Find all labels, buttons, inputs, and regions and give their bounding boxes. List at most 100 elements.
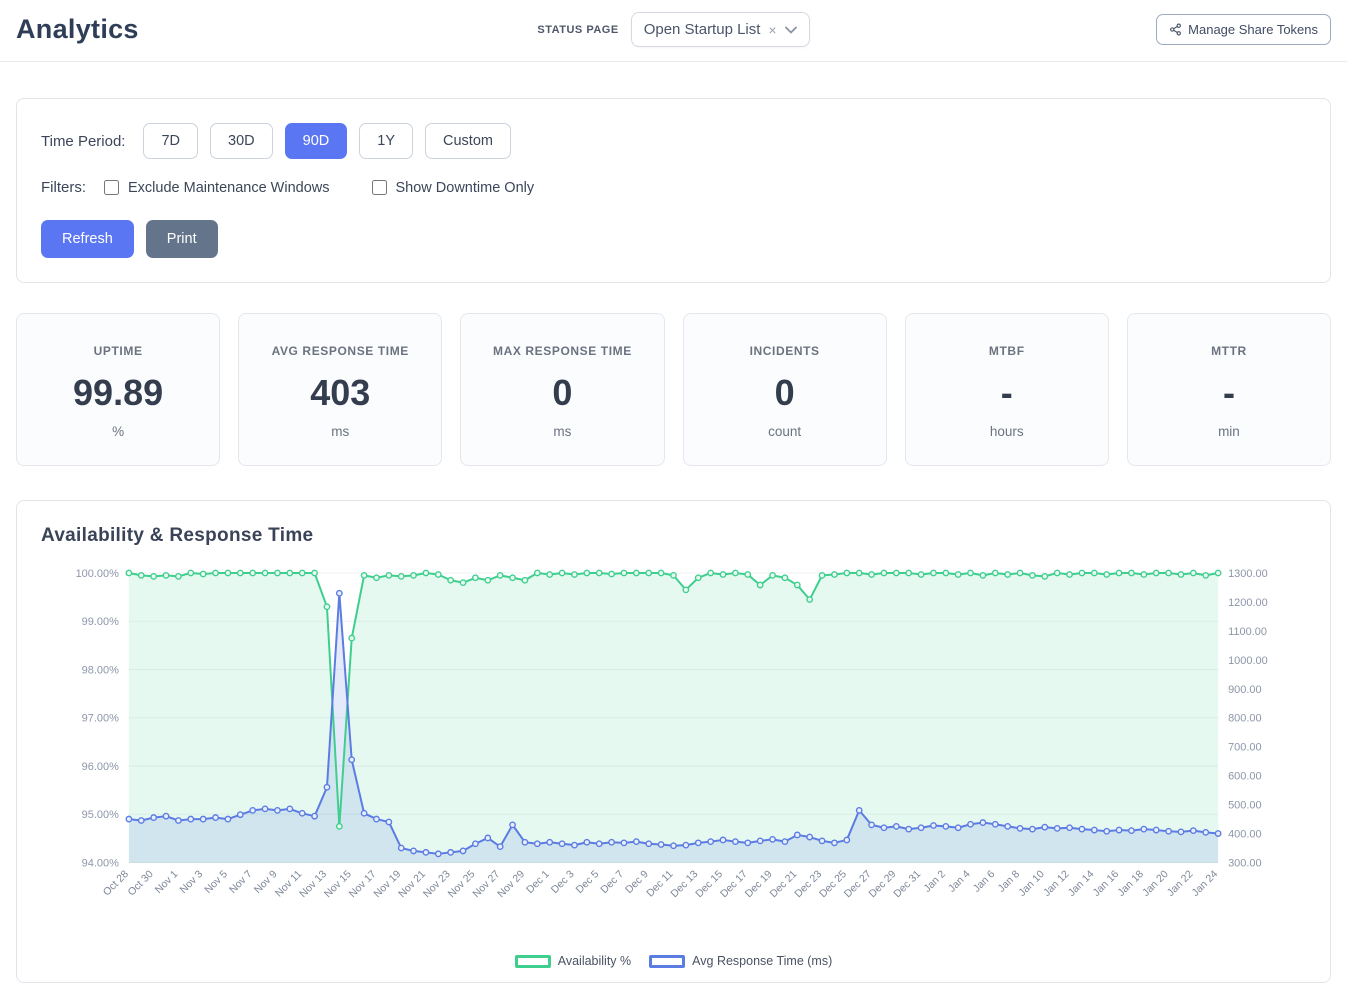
svg-text:100.00%: 100.00% — [76, 568, 120, 580]
stat-card-max-response-time: MAX RESPONSE TIME 0 ms — [460, 313, 665, 466]
period-button-30d[interactable]: 30D — [210, 123, 273, 159]
chart-panel: Availability & Response Time 94.00% 95.00… — [16, 500, 1331, 984]
stat-label: UPTIME — [93, 344, 143, 358]
svg-text:Nov 7: Nov 7 — [228, 869, 255, 896]
svg-text:Jan 4: Jan 4 — [947, 869, 973, 895]
legend-label: Avg Response Time (ms) — [692, 954, 833, 969]
header: Analytics STATUS PAGE Open Startup List … — [0, 0, 1347, 62]
stat-value: - — [1000, 372, 1013, 413]
svg-text:Dec 7: Dec 7 — [599, 869, 626, 896]
svg-text:Oct 28: Oct 28 — [101, 869, 131, 899]
stat-unit: hours — [989, 424, 1024, 439]
svg-text:Dec 31: Dec 31 — [892, 869, 923, 900]
stat-card-uptime: UPTIME 99.89% — [16, 313, 221, 466]
svg-text:1000.00: 1000.00 — [1228, 655, 1268, 667]
svg-text:Jan 20: Jan 20 — [1141, 869, 1171, 899]
stat-label: AVG RESPONSE TIME — [271, 344, 409, 358]
chevron-down-icon — [784, 26, 797, 34]
stat-value: - — [1222, 372, 1235, 413]
print-button[interactable]: Print — [145, 220, 218, 258]
svg-text:500.00: 500.00 — [1228, 800, 1262, 812]
svg-text:Nov 5: Nov 5 — [203, 869, 230, 896]
clear-selection-icon[interactable]: × — [768, 21, 777, 38]
svg-text:Oct 30: Oct 30 — [126, 869, 156, 899]
filter-label: Show Downtime Only — [395, 179, 535, 196]
svg-text:Jan 22: Jan 22 — [1165, 869, 1195, 899]
svg-text:99.00%: 99.00% — [82, 616, 119, 628]
period-button-custom[interactable]: Custom — [425, 123, 511, 159]
svg-text:Dec 1: Dec 1 — [525, 869, 552, 896]
svg-text:800.00: 800.00 — [1228, 713, 1262, 725]
stat-card-avg-response-time: AVG RESPONSE TIME 403 ms — [238, 313, 443, 466]
stat-unit: ms — [331, 424, 350, 439]
stat-unit: % — [112, 424, 125, 439]
stat-value: 403 — [310, 372, 371, 413]
stat-value: 0 — [774, 372, 795, 413]
page-title: Analytics — [16, 14, 139, 44]
svg-text:Jan 2: Jan 2 — [922, 869, 948, 895]
controls-panel: Time Period: 7D 30D 90D 1Y Custom Filters: E… — [16, 98, 1331, 283]
legend-swatch — [514, 954, 551, 968]
svg-text:97.00%: 97.00% — [82, 713, 119, 725]
legend-item: Avg Response Time (ms) — [649, 954, 832, 968]
svg-text:98.00%: 98.00% — [82, 664, 119, 676]
filter-checkbox[interactable] — [104, 180, 119, 195]
stat-label: MTBF — [988, 344, 1025, 358]
stats-row: UPTIME 99.89% AVG RESPONSE TIME 403 ms MAX RE… — [16, 313, 1332, 466]
svg-text:Jan 10: Jan 10 — [1017, 869, 1047, 899]
stat-label: MAX RESPONSE TIME — [492, 344, 632, 358]
filters-label: Filters: — [41, 179, 86, 196]
stat-unit: ms — [553, 424, 572, 439]
svg-text:94.00%: 94.00% — [82, 857, 119, 869]
manage-share-tokens-label: Manage Share Tokens — [1188, 22, 1319, 37]
svg-text:Jan 24: Jan 24 — [1190, 869, 1220, 899]
filter-label: Exclude Maintenance Windows — [128, 179, 330, 196]
chart-title: Availability & Response Time — [41, 525, 314, 546]
filter-item[interactable]: Show Downtime Only — [371, 179, 535, 196]
svg-text:Jan 18: Jan 18 — [1116, 869, 1146, 899]
stat-value: 99.89 — [73, 372, 164, 413]
svg-text:Jan 14: Jan 14 — [1066, 869, 1096, 899]
period-button-90d[interactable]: 90D — [284, 123, 348, 159]
period-button-1y[interactable]: 1Y — [359, 123, 413, 159]
stat-card-mttr: MTTR - min — [1126, 313, 1332, 466]
svg-text:700.00: 700.00 — [1228, 742, 1262, 754]
svg-text:1300.00: 1300.00 — [1228, 568, 1268, 580]
legend-item: Availability % — [514, 954, 632, 969]
svg-text:1100.00: 1100.00 — [1228, 626, 1267, 638]
svg-text:Dec 5: Dec 5 — [574, 869, 601, 896]
status-page-selected-value: Open Startup List — [643, 21, 761, 38]
svg-text:1200.00: 1200.00 — [1228, 597, 1268, 609]
time-period-label: Time Period: — [41, 132, 126, 150]
stat-label: MTTR — [1211, 344, 1247, 358]
stat-value: 0 — [552, 372, 573, 413]
refresh-button[interactable]: Refresh — [41, 220, 134, 258]
svg-text:400.00: 400.00 — [1228, 829, 1262, 841]
stat-label: INCIDENTS — [749, 344, 820, 358]
svg-text:Nov 3: Nov 3 — [178, 869, 205, 896]
status-page-select[interactable]: Open Startup List × — [630, 12, 810, 47]
status-page-label: STATUS PAGE — [537, 23, 619, 36]
chart-legend: Availability % Avg Response Time (ms) — [41, 954, 1306, 968]
availability-response-chart: 94.00% 95.00% 96.00% 97.00% 98.00% 99.00% 100.… — [76, 568, 1268, 900]
stat-unit: count — [768, 424, 802, 439]
svg-text:Jan 6: Jan 6 — [972, 869, 998, 895]
share-icon — [1170, 23, 1182, 36]
svg-text:Nov 29: Nov 29 — [496, 869, 527, 900]
filter-item[interactable]: Exclude Maintenance Windows — [104, 180, 330, 196]
svg-text:96.00%: 96.00% — [82, 761, 119, 773]
svg-text:600.00: 600.00 — [1228, 771, 1262, 783]
time-period-buttons: 7D 30D 90D 1Y Custom — [143, 123, 511, 159]
period-button-7d[interactable]: 7D — [143, 123, 199, 159]
filters-group: Exclude Maintenance Windows Show Downtime… — [104, 180, 534, 196]
svg-text:Jan 12: Jan 12 — [1042, 869, 1072, 899]
stat-card-incidents: INCIDENTS 0 count — [682, 313, 887, 466]
stat-unit: min — [1218, 424, 1240, 439]
svg-text:Nov 1: Nov 1 — [153, 869, 180, 896]
legend-label: Availability % — [557, 954, 632, 969]
filter-checkbox[interactable] — [371, 180, 387, 195]
legend-swatch — [649, 954, 686, 968]
svg-text:Jan 16: Jan 16 — [1091, 869, 1121, 899]
svg-text:Dec 3: Dec 3 — [549, 869, 576, 896]
manage-share-tokens-button[interactable]: Manage Share Tokens — [1156, 14, 1332, 45]
